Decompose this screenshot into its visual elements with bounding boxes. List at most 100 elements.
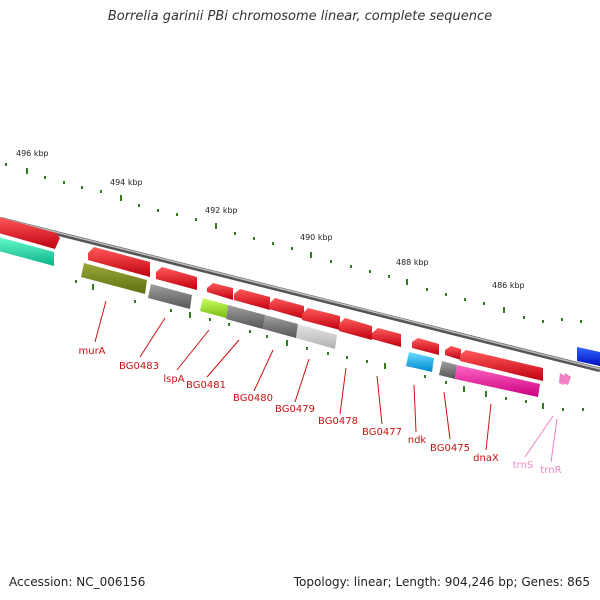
tick	[445, 293, 447, 296]
tick-major	[310, 252, 312, 258]
gene-arrow-red	[156, 267, 197, 290]
leader-line	[485, 403, 492, 451]
gene-label-dnax: dnaX	[473, 453, 499, 464]
leader-line	[206, 339, 240, 378]
tick-major	[406, 279, 408, 285]
gene-label-bg0483: BG0483	[119, 361, 159, 372]
tick	[369, 270, 371, 273]
ruler-label: 488 kbp	[396, 258, 429, 267]
tick	[134, 300, 136, 303]
leader-line	[139, 317, 166, 358]
gene-blue	[577, 347, 600, 366]
ruler-labels: 496 kbp 494 kbp 492 kbp 490 kbp 488 kbp …	[16, 149, 525, 290]
gene-arrow-red	[412, 338, 439, 355]
gene-label-mura: murA	[78, 346, 105, 357]
tick	[209, 318, 211, 321]
tick	[249, 330, 251, 333]
gene-features	[0, 217, 600, 397]
tick	[5, 163, 7, 166]
tick	[561, 318, 563, 321]
tick-major	[92, 284, 94, 290]
tick	[327, 352, 329, 355]
leader-line	[294, 358, 310, 403]
tick	[330, 260, 332, 263]
gene-label-bg0479: BG0479	[275, 404, 315, 415]
leader-lines	[94, 300, 492, 451]
tick	[234, 232, 236, 235]
tick	[582, 408, 584, 411]
tick-major	[189, 312, 191, 318]
tick-major	[384, 363, 386, 369]
gene-arrow-red	[460, 350, 543, 381]
ruler-label: 490 kbp	[300, 233, 333, 242]
gene-olive	[81, 263, 147, 294]
gene-lime	[200, 298, 228, 318]
tick	[176, 213, 178, 216]
tick	[306, 347, 308, 350]
leader-line	[339, 367, 347, 415]
leader-line	[443, 391, 451, 440]
tick	[350, 265, 352, 268]
tick	[542, 320, 544, 323]
tick	[228, 323, 230, 326]
summary-text: Topology: linear; Length: 904,246 bp; Ge…	[293, 575, 590, 589]
tick	[253, 237, 255, 240]
gene-labels: murA BG0483 lspA BG0481 BG0480 BG0479 BG…	[78, 346, 561, 476]
tick	[388, 275, 390, 278]
ruler-label: 486 kbp	[492, 281, 525, 290]
gene-mint	[0, 237, 54, 266]
trna-leader-lines	[524, 415, 558, 463]
tick	[266, 335, 268, 338]
gene-label-bg0475: BG0475	[430, 443, 470, 454]
ruler-label: 492 kbp	[205, 206, 238, 215]
tick-major	[215, 223, 217, 229]
leader-line	[176, 329, 210, 371]
tick	[75, 280, 77, 283]
tick	[483, 302, 485, 305]
gene-arrow-red	[445, 346, 461, 360]
accession-text: Accession: NC_006156	[9, 575, 146, 589]
tick-major	[503, 307, 505, 313]
gene-label-bg0478: BG0478	[318, 416, 358, 427]
tick	[445, 381, 447, 384]
tick-major	[120, 195, 122, 201]
trna-arrow-pink	[563, 373, 571, 385]
gene-arrow-red	[302, 308, 340, 330]
gene-gray	[263, 315, 298, 338]
tick	[195, 218, 197, 221]
gene-arrow-red	[207, 283, 233, 300]
leader-line	[413, 384, 417, 433]
tick	[580, 320, 582, 323]
gene-light-gray	[296, 324, 337, 349]
leader-line	[550, 418, 558, 463]
tick	[291, 247, 293, 250]
gene-label-bg0481: BG0481	[186, 380, 226, 391]
tick	[426, 288, 428, 291]
tick	[157, 209, 159, 212]
tick	[138, 204, 140, 207]
tick	[562, 408, 564, 411]
tick-major	[542, 403, 544, 409]
tick	[525, 400, 527, 403]
gene-arrow-red	[372, 328, 401, 347]
gene-label-trnr: trnR	[540, 465, 561, 476]
gene-label-trns: trnS	[513, 460, 534, 471]
tick	[44, 176, 46, 179]
lower-ticks	[75, 280, 584, 411]
tick	[100, 190, 102, 193]
gene-arrow-red	[88, 247, 150, 277]
gene-arrow-red	[0, 217, 60, 249]
map-title: Borrelia garinii PBi chromosome linear, …	[107, 9, 493, 24]
tick-major	[485, 391, 487, 397]
leader-line	[524, 415, 554, 458]
leader-line	[94, 300, 107, 343]
ruler-label: 494 kbp	[110, 178, 143, 187]
gene-label-bg0477: BG0477	[362, 427, 402, 438]
tick	[505, 397, 507, 400]
gene-gray	[439, 361, 457, 379]
ruler-ticks	[5, 163, 582, 323]
gene-label-bg0480: BG0480	[233, 393, 273, 404]
gene-arrow-red	[234, 289, 270, 310]
